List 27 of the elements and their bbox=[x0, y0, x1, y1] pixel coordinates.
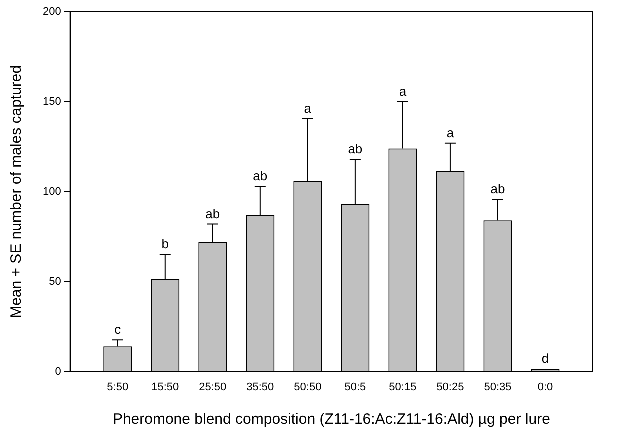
annotation: c bbox=[114, 322, 122, 338]
y-tick-label: 150 bbox=[42, 96, 62, 108]
x-tick-label: 0:0 bbox=[538, 381, 554, 394]
y-tick-label: 0 bbox=[55, 366, 62, 378]
annotation: a bbox=[446, 125, 455, 140]
annotation: ab bbox=[490, 182, 506, 197]
annotation: ab bbox=[206, 206, 220, 222]
annotation: ab bbox=[253, 168, 268, 184]
annotation: ab bbox=[348, 142, 363, 157]
x-tick-label: 50:15 bbox=[389, 381, 417, 394]
x-tick-label: 50:5 bbox=[344, 381, 366, 394]
annotation: d bbox=[542, 351, 550, 366]
y-tick-label: 50 bbox=[49, 276, 62, 288]
y-tick-label: 100 bbox=[42, 186, 62, 198]
x-tick-label: 5:50 bbox=[107, 381, 129, 394]
y-tick-label: 200 bbox=[42, 6, 62, 18]
x-tick-label: 50:35 bbox=[484, 381, 512, 394]
x-tick-label: 35:50 bbox=[246, 381, 274, 394]
x-tick-label: 50:25 bbox=[436, 381, 464, 394]
annotation: b bbox=[162, 236, 169, 252]
annotation: a bbox=[304, 100, 312, 116]
x-axis-title: Pheromone blend composition (Z11-16:Ac:Z11-16:Ald) µg per lure bbox=[112, 411, 550, 428]
x-tick-label: 15:50 bbox=[152, 381, 180, 394]
y-axis-title: Mean + SE number of males captured bbox=[8, 65, 26, 318]
x-tick-label: 50:50 bbox=[294, 381, 322, 394]
x-tick-label: 25:50 bbox=[199, 381, 227, 394]
annotation: a bbox=[399, 84, 408, 100]
